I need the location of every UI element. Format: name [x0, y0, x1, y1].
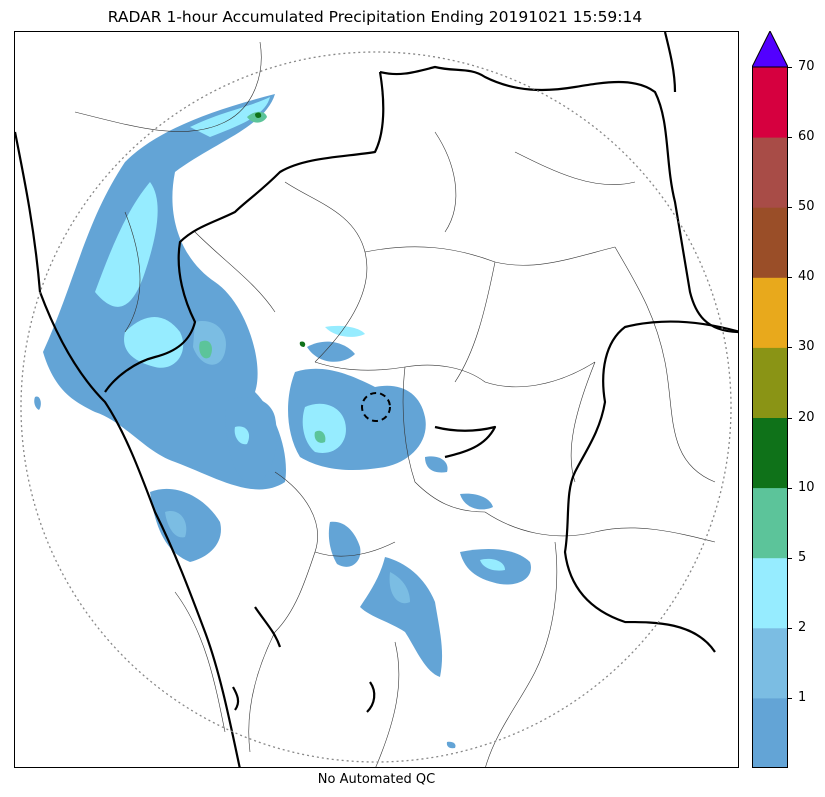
colorbar-bin [752, 557, 788, 629]
colorbar-tick-label: 40 [798, 269, 815, 285]
colorbar [752, 31, 788, 768]
precip-region [446, 741, 456, 749]
radar-site-marker [361, 392, 391, 422]
precip-region [360, 557, 443, 677]
colorbar-tick-label: 50 [798, 199, 815, 215]
precip-region [480, 558, 505, 571]
precip-region [234, 426, 250, 445]
precip-region [95, 182, 158, 307]
colorbar-tick-label: 1 [798, 689, 807, 705]
precip-region [307, 341, 355, 362]
precip-region [314, 430, 326, 443]
colorbar-tick-label: 2 [798, 619, 807, 635]
precip-region [325, 325, 365, 337]
colorbar-bin [752, 277, 788, 348]
colorbar-bin [752, 347, 788, 418]
colorbar-bin [752, 627, 788, 699]
colorbar-bin [752, 67, 788, 138]
precip-region [190, 97, 270, 137]
precip-region [165, 511, 187, 538]
range-ring [20, 51, 732, 763]
precip-region [43, 94, 286, 490]
colorbar-extend-arrow [752, 31, 788, 68]
precip-region [34, 396, 41, 410]
colorbar-bin [752, 207, 788, 278]
colorbar-tick-label: 60 [798, 129, 815, 145]
colorbar-outline [752, 66, 788, 768]
state-borders [15, 32, 738, 767]
colorbar-tick-label: 30 [798, 339, 815, 355]
colorbar-tick-label: 10 [798, 479, 815, 495]
colorbar-ticks: 1 2 5 10 20 30 40 50 60 70 [788, 0, 825, 797]
colorbar-bin [752, 137, 788, 208]
precip-region [225, 397, 277, 487]
colorbar-bin [752, 417, 788, 489]
qc-status-label: No Automated QC [317, 772, 436, 787]
precip-region [389, 572, 410, 604]
colorbar-tick-label: 70 [798, 59, 815, 74]
precip-region [124, 317, 184, 368]
chart-title: RADAR 1-hour Accumulated Precipitation E… [107, 8, 643, 26]
radar-map [14, 31, 739, 768]
precipitation-layer [34, 94, 531, 749]
colorbar-bin [752, 487, 788, 559]
precip-region [255, 112, 262, 118]
district-boundaries [74, 41, 716, 767]
precip-region [299, 341, 306, 347]
precip-region [199, 340, 212, 359]
precip-region [425, 456, 448, 473]
colorbar-tick-label: 20 [798, 409, 815, 425]
colorbar-tick-label: 5 [798, 549, 807, 565]
precip-region [302, 403, 346, 453]
precip-region [460, 493, 493, 510]
precip-region [328, 521, 361, 567]
colorbar-bin [752, 697, 788, 768]
